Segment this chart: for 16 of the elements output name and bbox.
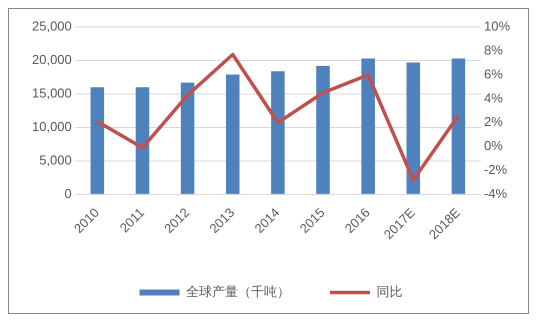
y-tick-label: 15,000 <box>32 86 72 101</box>
legend-label: 同比 <box>376 284 402 300</box>
y2-tick-label: 0% <box>484 138 504 154</box>
y-tick-label: 0 <box>64 186 72 201</box>
y-tick-label: 25,000 <box>32 18 72 34</box>
y2-tick-label: 6% <box>484 66 504 82</box>
legend-label: 全球产量（千吨） <box>186 284 290 300</box>
y-tick-label: 20,000 <box>32 52 72 68</box>
y2-tick-label: -2% <box>484 162 508 178</box>
y-tick-label: 5,000 <box>39 152 72 168</box>
y2-tick-label: 10% <box>484 18 510 34</box>
y2-tick-label: 4% <box>484 90 504 106</box>
y2-tick-label: 8% <box>484 42 504 58</box>
y2-tick-label: -4% <box>484 186 508 201</box>
y-tick-label: 10,000 <box>32 119 72 134</box>
y2-tick-label: 2% <box>484 114 504 130</box>
